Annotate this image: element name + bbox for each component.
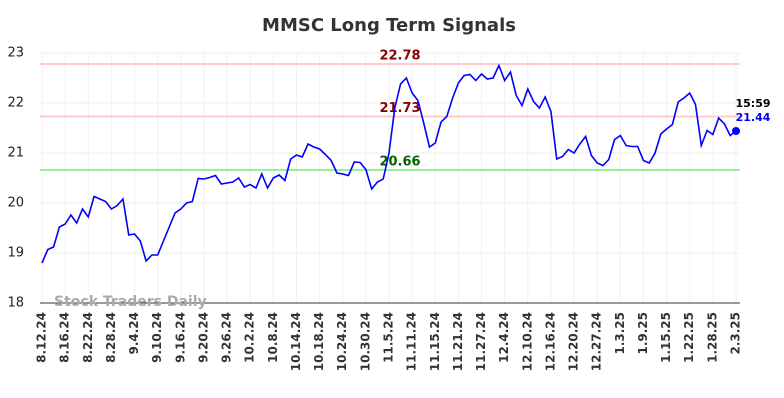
chart-title: MMSC Long Term Signals [262,15,516,36]
x-tick-label: 12.20.24 [567,312,581,371]
x-tick-label: 9.26.24 [220,312,234,363]
x-tick-label: 1.3.25 [613,312,627,355]
x-tick-label: 1.28.25 [705,312,719,363]
x-tick-label: 11.5.24 [382,312,396,363]
x-tick-label: 11.15.24 [428,312,442,371]
x-tick-label: 12.10.24 [520,312,534,371]
last-time: 15:59 [735,97,770,110]
y-tick-label: 21 [7,146,24,161]
x-tick-label: 12.4.24 [497,312,511,363]
x-tick-label: 9.4.24 [127,312,141,355]
x-tick-label: 10.14.24 [289,312,303,371]
x-tick-label: 9.10.24 [150,312,164,363]
x-tick-label: 8.16.24 [58,312,72,363]
x-tick-label: 1.22.25 [682,312,696,363]
reference-label: 22.78 [379,49,420,64]
watermark: Stock Traders Daily [54,294,207,310]
x-tick-label: 2.3.25 [729,312,743,355]
last-point [732,127,740,135]
x-tick-label: 11.21.24 [451,312,465,371]
y-tick-label: 18 [7,296,24,311]
line [41,63,737,264]
reference-label: 20.66 [379,155,420,170]
x-tick-label: 12.16.24 [543,312,557,371]
y-tick-label: 22 [7,96,24,111]
x-tick-label: 10.18.24 [312,312,326,371]
x-tick-label: 10.2.24 [243,312,257,363]
x-tick-label: 9.16.24 [173,312,187,363]
x-tick-label: 11.27.24 [474,312,488,371]
x-tick-label: 10.8.24 [266,312,280,363]
last-value: 21.44 [736,111,771,124]
x-tick-label: 8.28.24 [104,312,118,363]
x-tick-label: 1.15.25 [659,312,673,363]
x-tick-label: 10.30.24 [358,312,372,371]
x-tick-label: 10.24.24 [335,312,349,371]
y-tick-label: 20 [7,196,24,211]
y-tick-label: 19 [7,246,24,261]
x-tick-label: 8.22.24 [81,312,95,363]
y-tick-label: 23 [7,46,24,61]
x-tick-label: 9.20.24 [196,312,210,363]
x-tick-label: 1.9.25 [636,312,650,355]
x-tick-label: 12.27.24 [590,312,604,371]
x-tick-label: 8.12.24 [35,312,49,363]
x-tick-label: 11.11.24 [405,312,419,371]
reference-label: 21.73 [379,101,420,116]
